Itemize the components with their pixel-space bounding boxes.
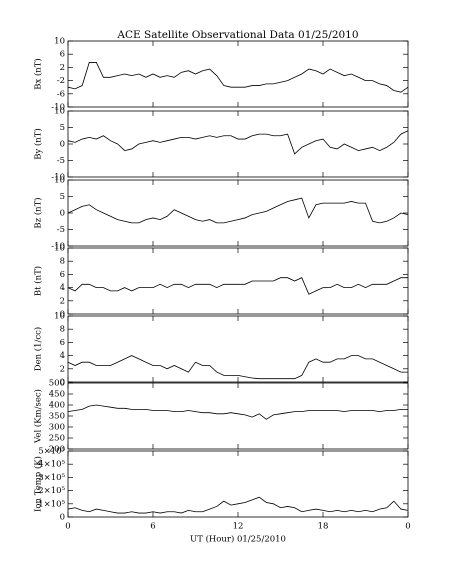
y-tick-label: 0 [60,513,65,523]
y-tick-label: 6 [60,270,65,280]
x-tick-label: 0 [405,522,410,532]
x-tick-label: 0 [65,522,70,532]
y-tick-label: 8 [60,325,65,335]
y-tick-label: 250 [49,434,65,444]
y-axis-label: Den (1/cc) [33,327,44,371]
y-tick-label: -5 [57,156,65,166]
y-tick-label: 2 [60,296,65,306]
y-tick-label: 10 [54,244,65,254]
data-line [67,355,408,380]
y-tick-label: 3×10⁵ [38,473,65,483]
y-tick-label: 1×10⁵ [38,499,65,509]
y-tick-label: 10 [54,176,65,186]
y-tick-label: 8 [60,257,65,267]
y-tick-label: 10 [54,37,65,47]
y-tick-label: 2×10⁵ [38,486,65,496]
y-tick-label: 6 [60,338,65,348]
data-line [67,130,409,155]
x-tick-label: 6 [150,522,155,532]
y-tick-label: 5 [60,123,65,133]
y-tick-label: 10 [54,312,65,322]
y-tick-label: 4 [60,351,65,361]
y-tick-label: 300 [49,423,65,433]
chart-title: ACE Satellite Observational Data 01/25/2… [116,29,358,41]
y-tick-label: 4 [60,283,65,293]
data-line [67,197,409,224]
data-line [67,277,408,295]
y-axis-label: Ion Temp (K) [33,456,44,512]
y-axis-label: Bt (nT) [33,266,44,296]
y-tick-label: 400 [49,401,65,411]
y-axis-label: Bz (nT) [33,197,44,228]
y-tick-label: 5 [60,192,65,202]
y-tick-label: 10 [54,107,65,117]
y-tick-label: 2 [60,63,65,73]
y-tick-label: 0 [60,310,65,320]
y-tick-label: 200 [49,445,65,455]
y-tick-label: -10 [51,103,65,113]
y-axis-label: Bx (nT) [33,58,44,90]
y-tick-label: -10 [51,173,65,183]
y-tick-label: 6 [60,50,65,60]
y-tick-label: 0 [60,378,65,388]
x-axis-label: UT (Hour) 01/25/2010 [190,534,286,545]
data-line [67,496,409,514]
x-tick-label: 18 [318,522,329,532]
y-tick-label: 4×10⁵ [38,460,65,470]
y-tick-label: 0 [60,140,65,150]
data-line [67,404,408,420]
y-tick-label: 500 [49,379,65,389]
y-tick-label: 5×10⁵ [38,447,65,457]
y-tick-label: 2 [60,364,65,374]
y-tick-label: -6 [57,89,65,99]
y-axis-label: By (nT) [33,128,44,160]
y-tick-label: -10 [51,242,65,252]
y-axis-label: Vel (Km/sec) [33,389,44,444]
y-tick-label: 0 [60,209,65,219]
x-tick-label: 12 [233,522,244,532]
data-line [67,62,409,93]
y-tick-label: 350 [49,412,65,422]
y-tick-label: -2 [57,76,65,86]
y-tick-label: -5 [57,225,65,235]
y-tick-label: 450 [49,390,65,400]
